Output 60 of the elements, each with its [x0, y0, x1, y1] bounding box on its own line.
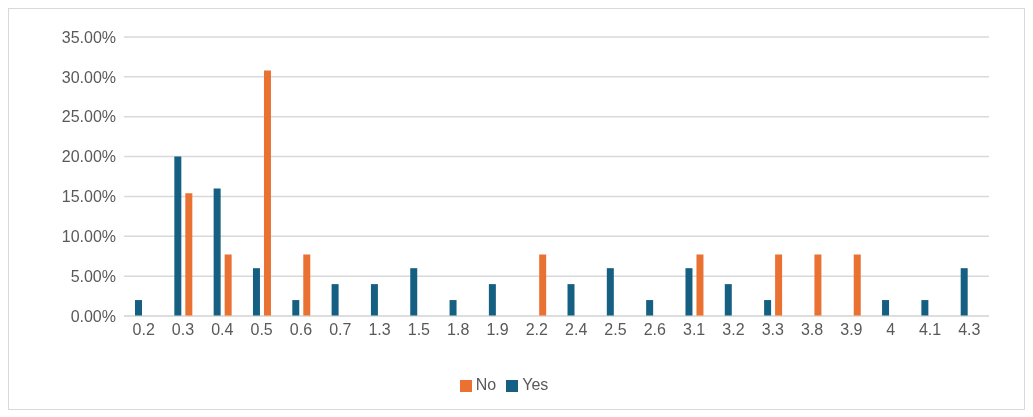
legend-label: Yes — [522, 376, 549, 393]
bar — [488, 284, 496, 316]
x-tick-label: 1.8 — [447, 321, 470, 339]
bar — [539, 254, 547, 316]
bar — [224, 254, 232, 316]
x-tick-label: 2.2 — [525, 321, 549, 339]
x-tick-label: 1.3 — [368, 321, 391, 339]
y-tick-label: 5.00% — [70, 267, 116, 285]
bar — [724, 284, 732, 316]
x-tick-label: 0.3 — [171, 321, 195, 339]
x-tick-label: 0.4 — [211, 321, 234, 339]
bar — [174, 156, 182, 316]
bar — [775, 254, 783, 316]
x-tick-label: 3.3 — [761, 321, 784, 339]
bar — [921, 300, 929, 316]
x-tick-label: 0.5 — [250, 321, 273, 339]
legend-label: No — [475, 376, 497, 393]
y-tick-label: 0.00% — [70, 307, 116, 325]
bar — [263, 70, 271, 316]
x-tick-label: 3.9 — [840, 321, 863, 339]
x-tick-label: 4.3 — [958, 321, 981, 339]
x-tick-label: 4.1 — [918, 321, 942, 339]
bar — [814, 254, 822, 316]
y-tick-label: 25.00% — [61, 108, 116, 126]
bar — [135, 300, 143, 316]
bar — [567, 284, 575, 316]
bar — [303, 254, 311, 316]
y-tick-label: 10.00% — [61, 227, 116, 245]
y-tick-label: 35.00% — [61, 28, 116, 46]
bar — [764, 300, 772, 316]
x-tick-label: 2.4 — [565, 321, 588, 339]
bar — [331, 284, 339, 316]
y-tick-label: 20.00% — [61, 148, 116, 166]
bar — [960, 268, 968, 316]
bar — [185, 193, 193, 316]
bar — [685, 268, 693, 316]
x-tick-label: 1.9 — [486, 321, 509, 339]
x-tick-label: 3.2 — [722, 321, 745, 339]
bar — [370, 284, 378, 316]
bar — [696, 254, 704, 316]
x-tick-label: 1.5 — [407, 321, 431, 339]
bar — [292, 300, 300, 316]
x-tick-label: 0.6 — [289, 321, 313, 339]
x-tick-label: 2.5 — [604, 321, 627, 339]
bar — [252, 268, 260, 316]
y-tick-label: 30.00% — [61, 68, 116, 86]
bar — [882, 300, 890, 316]
x-tick-label: 4 — [886, 321, 896, 339]
bar — [449, 300, 457, 316]
y-tick-label: 15.00% — [61, 188, 116, 206]
x-tick-label: 2.6 — [643, 321, 667, 339]
bar — [606, 268, 614, 316]
bar — [646, 300, 654, 316]
x-tick-label: 3.1 — [682, 321, 706, 339]
bar — [853, 254, 861, 316]
bar — [410, 268, 418, 316]
x-tick-label: 0.2 — [132, 321, 155, 339]
x-tick-label: 0.7 — [329, 321, 352, 339]
bar — [213, 188, 221, 316]
x-tick-label: 3.8 — [800, 321, 824, 339]
